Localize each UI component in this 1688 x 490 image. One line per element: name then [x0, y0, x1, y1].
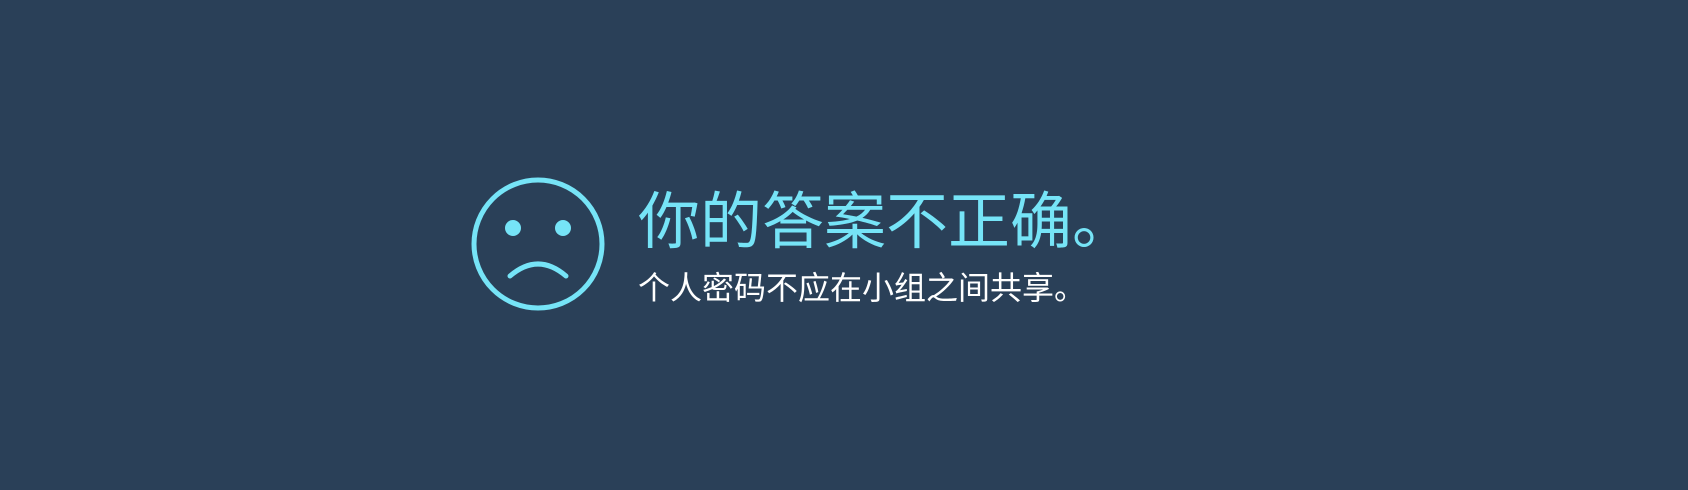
incorrect-answer-feedback: 你的答案不正确。 个人密码不应在小组之间共享。 [470, 176, 1170, 316]
sad-face-icon [470, 176, 606, 312]
feedback-message: 个人密码不应在小组之间共享。 [638, 269, 1087, 307]
feedback-title: 你的答案不正确。 [638, 185, 1135, 258]
